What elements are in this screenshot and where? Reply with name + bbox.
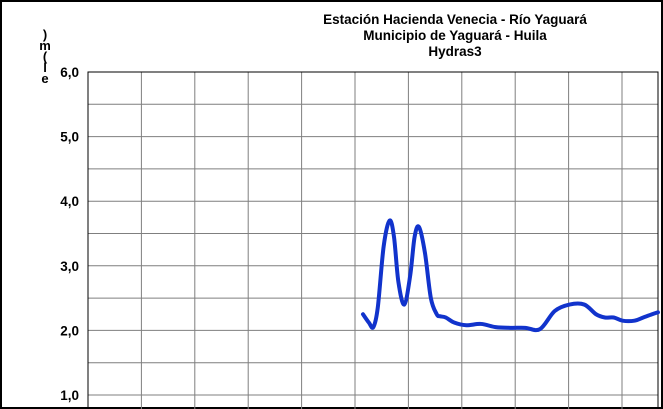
chart-title-line-1: Estación Hacienda Venecia - Río Yaguará [323, 12, 587, 27]
y-tick-label: 2,0 [60, 323, 79, 338]
chart-title-line-2: Municipio de Yaguará - Huila [363, 28, 547, 43]
series-line [361, 218, 660, 333]
y-tick-label: 4,0 [60, 194, 79, 209]
plot-area-border [87, 71, 659, 409]
y-tick-label: 6,0 [60, 65, 79, 80]
grid-lines [88, 71, 658, 409]
y-axis-label-char: ( [42, 49, 48, 64]
y-tick-labels: 1,0 2,0 3,0 4,0 5,0 6,0 [60, 65, 79, 403]
y-tick-label: 3,0 [60, 259, 79, 274]
y-tick-label: 5,0 [60, 130, 79, 145]
y-axis-label-char: l [43, 60, 47, 75]
y-axis-label-char: m [39, 38, 51, 53]
y-tick-label: 1,0 [60, 388, 79, 403]
y-axis-label-char: ) [42, 27, 48, 42]
y-axis-label-char: e [41, 71, 49, 86]
chart-title-line-3: Hydras3 [428, 44, 482, 59]
